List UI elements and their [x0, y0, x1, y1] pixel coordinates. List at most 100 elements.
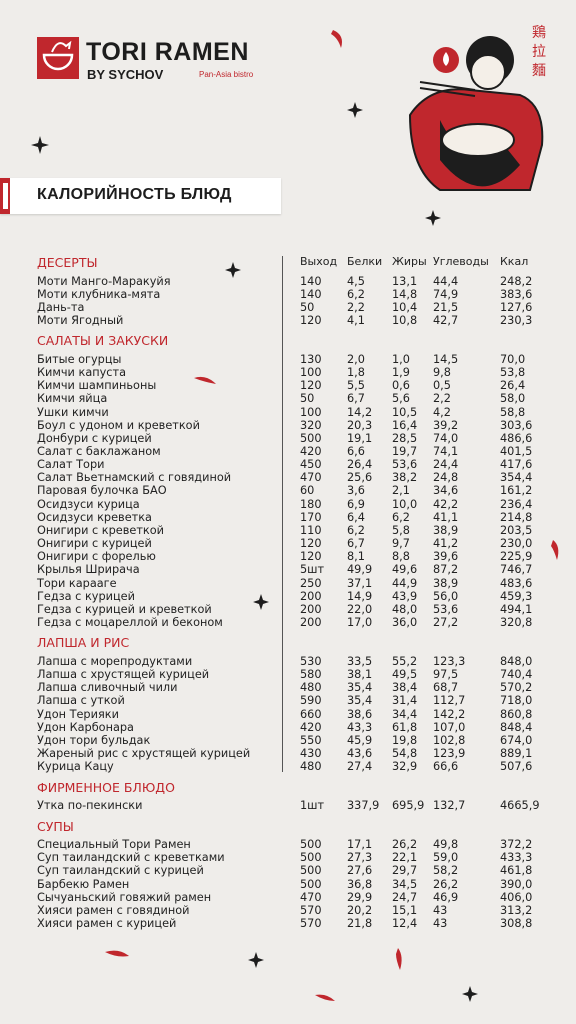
- nutrition-value: 550: [300, 733, 322, 747]
- nutrition-value: 35,4: [347, 681, 373, 695]
- dish-name: Суп таиландский с креветками: [37, 851, 225, 865]
- nutrition-value: 390,0: [500, 877, 533, 891]
- nutrition-value: 4,1: [347, 313, 365, 327]
- nutrition-value: 41,2: [433, 537, 459, 551]
- dish-name: Суп таиландский с курицей: [37, 864, 204, 878]
- nutrition-value: 500: [300, 864, 322, 878]
- nutrition-value: 24,8: [433, 471, 459, 485]
- nutrition-value: 58,8: [500, 405, 526, 419]
- dish-name: Онигири с курицей: [37, 537, 152, 551]
- nutrition-value: 123,9: [433, 747, 466, 760]
- nutrition-value: 38,9: [433, 523, 459, 537]
- nutrition-value: 1,8: [347, 366, 365, 380]
- nutrition-value: 22,0: [347, 602, 373, 616]
- dish-name: Салат с баклажаном: [37, 445, 161, 458]
- dish-name: Барбекю Рамен: [37, 877, 130, 891]
- nutrition-value: 486,6: [500, 431, 533, 445]
- nutrition-value: 674,0: [500, 733, 533, 747]
- nutrition-value: 480: [300, 681, 322, 695]
- nutrition-value: 590: [300, 694, 322, 708]
- dish-name: Салат Вьетнамский с говядиной: [37, 471, 232, 485]
- section-title: СУПЫ: [37, 818, 74, 834]
- nutrition-value: 60: [300, 484, 315, 498]
- nutrition-value: 580: [300, 668, 322, 682]
- nutrition-value: 461,8: [500, 864, 533, 878]
- nutrition-value: 44,9: [392, 576, 418, 590]
- nutrition-value: 142,2: [433, 707, 466, 721]
- dish-name: Кимчи яйца: [37, 392, 108, 406]
- nutrition-value: 107,0: [433, 720, 466, 734]
- dish-name: Хияси рамен с курицей: [37, 917, 177, 931]
- nutrition-value: 22,1: [392, 851, 418, 865]
- nutrition-value: 470: [300, 890, 322, 904]
- nutrition-value: 100: [300, 405, 322, 419]
- nutrition-value: 889,1: [500, 747, 533, 760]
- nutrition-value: 200: [300, 615, 322, 629]
- title-bar-inner: [3, 183, 8, 209]
- nutrition-value: 2,1: [392, 484, 410, 498]
- nutrition-value: 8,1: [347, 550, 365, 564]
- nutrition-value: 39,2: [433, 418, 459, 432]
- dish-name: Кимчи шампиньоны: [37, 379, 157, 393]
- dish-name: Моти клубника-мята: [37, 287, 161, 301]
- nutrition-value: 61,8: [392, 720, 418, 734]
- nutrition-value: 308,8: [500, 917, 533, 931]
- nutrition-value: 140: [300, 287, 322, 301]
- nutrition-value: 4665,9: [500, 799, 540, 813]
- title: КАЛОРИЙНОСТЬ БЛЮД: [37, 186, 232, 203]
- nutrition-value: 140: [300, 274, 322, 288]
- nutrition-value: 48,0: [392, 602, 418, 616]
- nutrition-value: 66,6: [433, 760, 459, 774]
- nutrition-value: 420: [300, 720, 322, 734]
- nutrition-value: 38,4: [392, 681, 418, 695]
- nutrition-value: 746,7: [500, 563, 533, 577]
- nutrition-value: 20,2: [347, 903, 373, 917]
- nutrition-value: 68,7: [433, 681, 459, 695]
- chilis: [105, 30, 559, 1001]
- nutrition-value: 248,2: [500, 274, 533, 288]
- nutrition-value: 4,5: [347, 274, 365, 288]
- nutrition-value: 483,6: [500, 576, 533, 590]
- nutrition-value: 49,9: [347, 563, 373, 577]
- nutrition-value: 6,7: [347, 392, 365, 406]
- nutrition-value: 31,4: [392, 694, 418, 708]
- nutrition-value: 2,0: [347, 352, 365, 366]
- nutrition-value: 417,6: [500, 458, 533, 472]
- nutrition-value: 848,0: [500, 654, 533, 668]
- dish-name: Лапша с уткой: [37, 694, 125, 708]
- nutrition-value: 74,9: [433, 287, 459, 301]
- dish-name: Ушки кимчи: [37, 405, 109, 419]
- nutrition-value: 1шт: [300, 799, 325, 813]
- logo-bowl: [42, 53, 74, 71]
- nutrition-value: 39,6: [433, 550, 459, 564]
- nutrition-value: 4,2: [433, 405, 451, 419]
- nutrition-value: 10,0: [392, 497, 418, 511]
- nutrition-value: 695,9: [392, 799, 425, 813]
- nutrition-value: 236,4: [500, 497, 533, 511]
- nutrition-value: 59,0: [433, 851, 459, 865]
- nutrition-value: 38,9: [433, 576, 459, 590]
- nutrition-value: 6,2: [347, 523, 365, 537]
- dish-name: Гедза с моцареллой и беконом: [37, 615, 223, 629]
- column-header: Углеводы: [433, 255, 489, 268]
- nutrition-value: 570: [300, 903, 322, 917]
- nutrition-value: 180: [300, 497, 322, 511]
- nutrition-value: 43: [433, 917, 448, 931]
- dish-name: Моти Ягодный: [37, 313, 124, 327]
- logo-bird: [51, 40, 72, 53]
- nutrition-value: 87,2: [433, 563, 459, 577]
- nutrition-value: 27,6: [347, 864, 373, 878]
- section-title: ФИРМЕННОЕ БЛЮДО: [37, 779, 175, 795]
- nutrition-value: 161,2: [500, 484, 533, 498]
- tagline: Pan-Asia bistro: [199, 70, 254, 79]
- nutrition-value: 54,8: [392, 747, 418, 760]
- nutrition-value: 26,2: [392, 838, 418, 852]
- nutrition-value: 0,6: [392, 379, 410, 393]
- nutrition-value: 860,8: [500, 707, 533, 721]
- nutrition-value: 58,0: [500, 392, 526, 406]
- nutrition-value: 5,6: [392, 392, 410, 406]
- nutrition-value: 20,3: [347, 418, 373, 432]
- brand: TORI RAMEN: [86, 38, 249, 66]
- nutrition-value: 17,0: [347, 615, 373, 629]
- nutrition-value: 41,1: [433, 510, 459, 524]
